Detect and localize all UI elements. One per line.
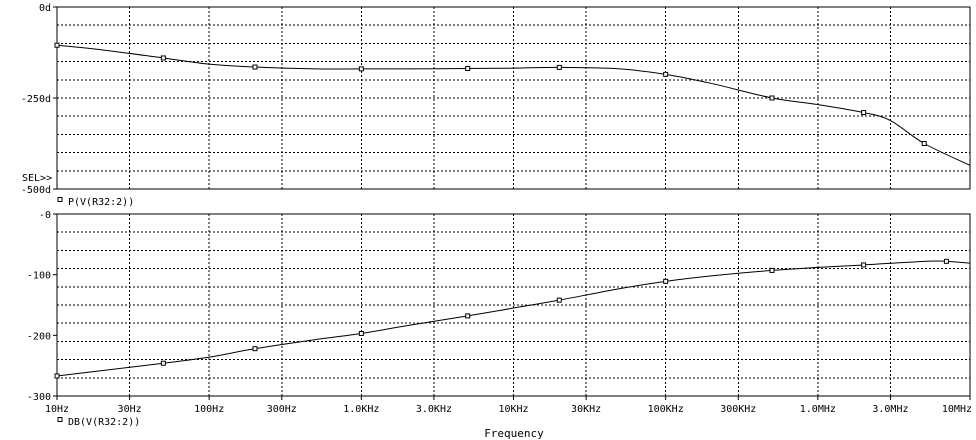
x-tick-label: 300Hz — [267, 404, 297, 415]
phase-data-point — [160, 55, 166, 61]
gain-y-tick-label: -0 — [39, 210, 51, 221]
gain-data-point — [465, 313, 471, 319]
gain-data-point — [556, 297, 562, 303]
gain-y-tick-label: -200 — [27, 331, 51, 342]
gain-data-point — [861, 262, 867, 268]
x-tick-label: 3.0MHz — [872, 404, 908, 415]
x-tick-label: 1.0MHz — [800, 404, 836, 415]
phase-data-point — [663, 71, 669, 77]
gain-y-tick-label: -100 — [27, 271, 51, 282]
x-tick-label: 3.0KHz — [416, 404, 452, 415]
x-tick-label: 30Hz — [118, 404, 142, 415]
gain-data-point — [54, 373, 60, 379]
phase-data-point — [358, 66, 364, 72]
x-axis-label: Frequency — [484, 427, 544, 440]
x-tick-label: 1.0KHz — [343, 404, 379, 415]
phase-data-point — [465, 66, 471, 72]
phase-data-point — [252, 64, 258, 70]
gain-data-point — [769, 267, 775, 273]
phase-data-point — [769, 95, 775, 101]
phase-data-point — [54, 42, 60, 48]
phase-y-tick-label: -500d — [21, 185, 51, 196]
phase-y-tick-label: -250d — [21, 94, 51, 105]
legend-marker-phase — [57, 197, 63, 202]
legend-marker-gain — [57, 417, 63, 422]
gain-data-point — [160, 360, 166, 366]
x-tick-label: 10KHz — [498, 404, 528, 415]
gain-data-point — [943, 258, 949, 264]
phase-plot-panel: 0d -250d -500d — [21, 3, 971, 196]
x-tick-label: 10MHz — [942, 404, 972, 415]
phase-data-point — [556, 64, 562, 70]
x-tick-label: 100KHz — [648, 404, 684, 415]
legend-gain[interactable]: DB(V(R32:2)) — [68, 417, 140, 428]
gain-y-tick-label: -300 — [27, 392, 51, 403]
gain-data-point — [663, 278, 669, 284]
x-tick-label: 30KHz — [571, 404, 601, 415]
gain-trace — [56, 260, 971, 377]
gain-data-point — [252, 346, 258, 352]
x-tick-label: 10Hz — [45, 404, 69, 415]
phase-data-point — [861, 110, 867, 116]
gain-data-point — [358, 331, 364, 337]
legend-phase[interactable]: P(V(R32:2)) — [68, 197, 134, 208]
selector-indicator[interactable]: SEL>> — [22, 173, 52, 184]
phase-data-point — [921, 141, 927, 146]
x-tick-label: 300KHz — [720, 404, 756, 415]
phase-y-tick-label: 0d — [39, 3, 51, 14]
x-tick-label: 100Hz — [194, 404, 224, 415]
phase-trace — [56, 44, 971, 166]
